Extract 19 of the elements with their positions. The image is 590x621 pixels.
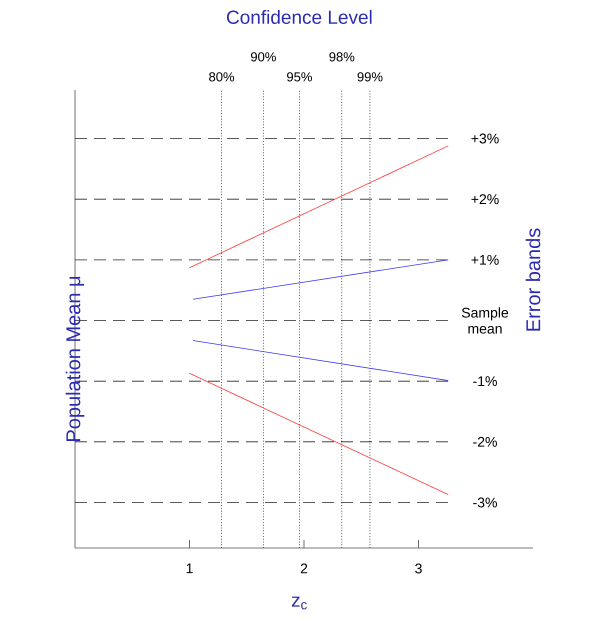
x-tick-label: 3 bbox=[415, 564, 422, 574]
y2-tick-label: +2% bbox=[471, 194, 499, 204]
y2-axis-title: Error bands bbox=[526, 228, 540, 331]
chart-title: Confidence Level bbox=[226, 10, 372, 24]
y2-tick-label: +3% bbox=[471, 134, 499, 144]
y-axis-title: Population Mean μ bbox=[66, 276, 84, 441]
x-tick-label: 2 bbox=[300, 564, 308, 574]
text: 95% bbox=[287, 72, 312, 82]
text: 98% bbox=[329, 52, 354, 62]
text: 99% bbox=[358, 72, 382, 82]
y2-tick-label: -2% bbox=[473, 436, 497, 447]
text: 90% bbox=[250, 52, 276, 62]
y2-tick-label: Sample mean bbox=[462, 307, 508, 334]
y2-tick-label: -1% bbox=[473, 376, 497, 386]
text: 80% bbox=[209, 72, 234, 82]
x-axis-title: z$_{c}$ bbox=[292, 596, 307, 610]
y2-tick-label: +1% bbox=[471, 254, 499, 265]
x-tick-label: 1 bbox=[186, 564, 193, 574]
y2-tick-label: -3% bbox=[473, 498, 497, 508]
